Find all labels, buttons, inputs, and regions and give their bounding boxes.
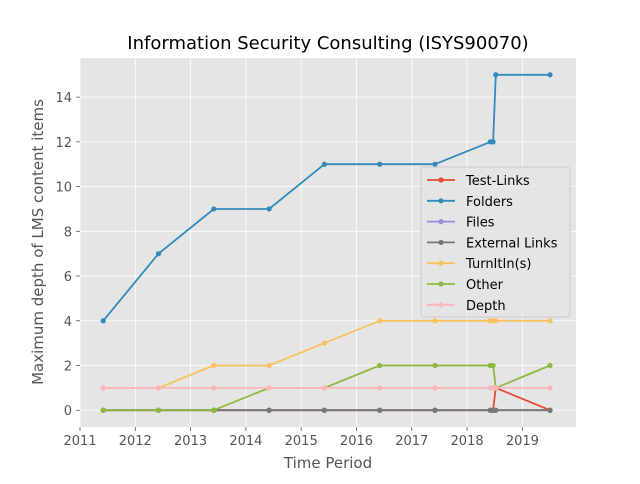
legend-label: Test-Links	[465, 174, 530, 189]
y-tick-label: 0	[64, 404, 72, 419]
legend-label: External Links	[466, 236, 558, 251]
data-point	[432, 318, 438, 324]
data-point	[547, 407, 553, 413]
x-tick-label: 2013	[174, 434, 207, 449]
data-point	[490, 139, 496, 145]
x-tick-label: 2018	[451, 434, 484, 449]
legend-marker	[438, 177, 444, 183]
data-point	[432, 161, 438, 167]
y-tick-label: 4	[64, 315, 72, 330]
data-point	[266, 206, 272, 212]
data-point	[155, 407, 162, 413]
data-point	[266, 385, 272, 391]
data-point	[432, 362, 438, 369]
x-axis: 2011 2012 2013 2014 2015 2016 2017 2018 2019	[63, 427, 539, 449]
legend-marker	[438, 219, 444, 225]
data-point	[547, 318, 553, 324]
x-tick-label: 2011	[63, 434, 96, 449]
y-tick-label: 14	[55, 91, 72, 106]
data-point	[211, 385, 217, 391]
x-axis-title: Time Period	[283, 454, 372, 472]
x-tick-label: 2017	[395, 434, 428, 449]
x-tick-label: 2014	[229, 434, 262, 449]
data-point	[155, 385, 162, 391]
legend-marker	[438, 281, 444, 287]
x-tick-label: 2016	[340, 434, 373, 449]
data-point	[100, 318, 106, 324]
series-6	[100, 385, 553, 391]
data-point	[211, 362, 217, 369]
series-1	[100, 72, 553, 324]
data-point	[100, 407, 106, 413]
data-point	[432, 407, 438, 413]
data-point	[155, 251, 162, 257]
x-tick-label: 2019	[506, 434, 539, 449]
data-point	[377, 362, 383, 369]
y-axis: 0 2 4 6 8 10 12 14	[55, 91, 80, 419]
y-tick-label: 6	[64, 270, 72, 285]
legend-label: Folders	[466, 195, 513, 210]
y-tick-label: 2	[64, 360, 72, 375]
legend-label: Files	[466, 216, 495, 231]
chart-title: Information Security Consulting (ISYS900…	[127, 33, 528, 54]
data-point	[377, 385, 383, 391]
data-point	[266, 362, 272, 369]
data-point	[266, 407, 272, 413]
data-point	[321, 340, 328, 346]
legend-label: Other	[466, 278, 504, 293]
legend-marker	[438, 239, 444, 245]
x-tick-label: 2015	[285, 434, 318, 449]
data-point	[321, 385, 328, 391]
data-point	[321, 161, 328, 167]
data-point	[547, 385, 553, 391]
data-point	[100, 385, 106, 391]
legend-marker	[438, 260, 444, 266]
data-point	[547, 72, 553, 78]
data-point	[432, 385, 438, 391]
data-point	[377, 407, 383, 413]
data-point	[321, 407, 328, 413]
data-point	[377, 318, 383, 324]
data-point	[493, 72, 499, 78]
data-point	[493, 385, 499, 391]
legend-marker	[438, 302, 444, 308]
legend-marker	[438, 198, 444, 204]
data-point	[211, 206, 217, 212]
data-point	[211, 407, 217, 413]
data-point	[490, 362, 496, 369]
legend-box	[420, 166, 571, 318]
series-group	[100, 72, 553, 413]
y-tick-label: 8	[64, 225, 72, 240]
legend-label: Depth	[466, 299, 506, 314]
legend-label: TurnItIn(s)	[465, 257, 531, 272]
legend: Test-Links Folders Files External Links Turn…	[420, 166, 571, 318]
x-tick-label: 2012	[119, 434, 152, 449]
y-tick-label: 10	[55, 181, 72, 196]
y-axis-title: Maximum depth of LMS content items	[29, 99, 47, 385]
y-tick-label: 12	[55, 136, 72, 151]
data-point	[377, 161, 383, 167]
data-point	[493, 407, 499, 413]
data-point	[547, 362, 553, 369]
data-point	[493, 318, 499, 324]
